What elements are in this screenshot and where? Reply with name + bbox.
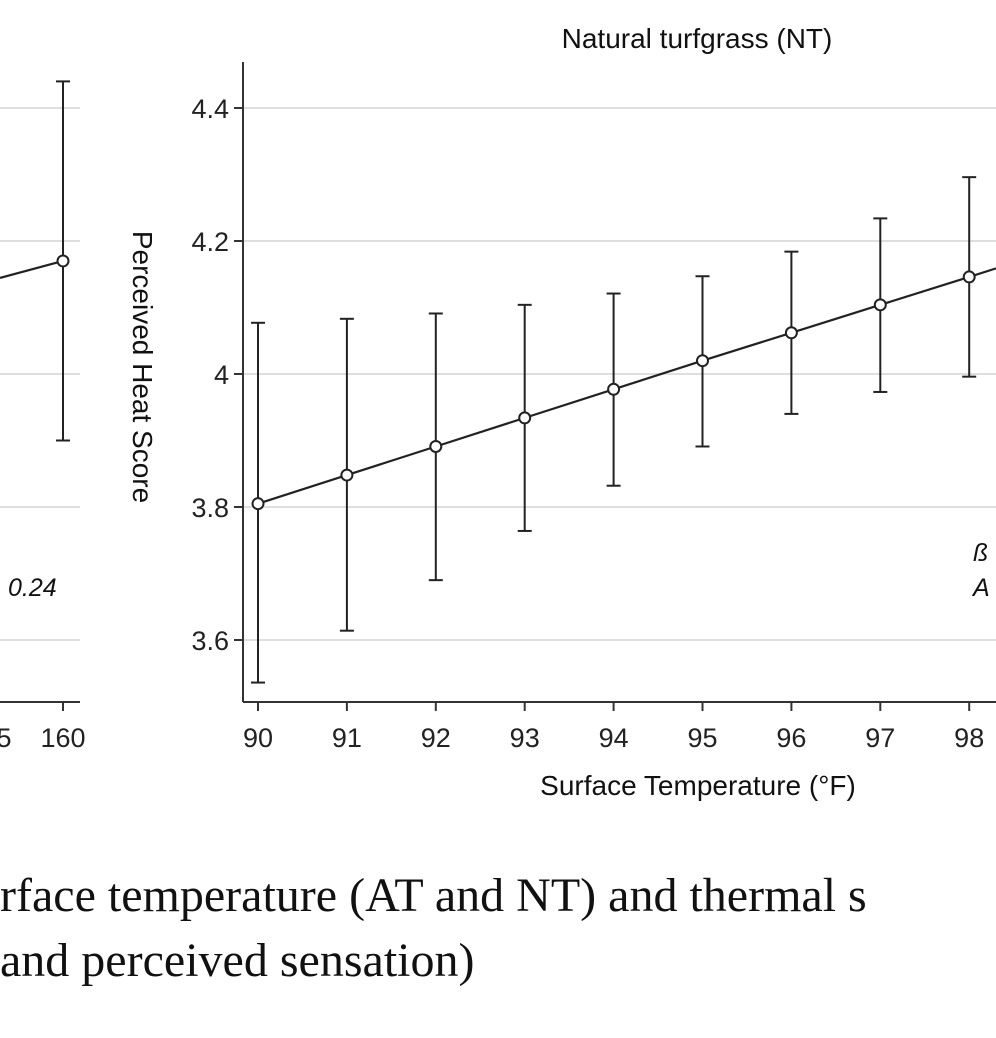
left-series-line [0,261,63,278]
nt-x-tick-label-7: 97 [865,723,895,753]
nt-point-7 [875,299,886,310]
nt-x-tick-label-2: 92 [421,723,451,753]
left-panel: 160 5 0.24 [0,81,86,753]
left-annotation: 0.24 [8,574,57,602]
nt-point-2 [430,441,441,452]
nt-point-5 [697,355,708,366]
nt-x-tick-label-0: 90 [243,723,273,753]
nt-x-axis-label: Surface Temperature (°F) [540,770,856,801]
nt-point-8 [964,271,975,282]
nt-y-tick-label-1: 3.8 [191,493,229,523]
nt-chart-title: Natural turfgrass (NT) [562,23,833,54]
nt-x-tick-label-4: 94 [599,723,629,753]
nt-y-axis-label: Perceived Heat Score [127,231,158,503]
nt-y-tick-label-0: 3.6 [191,626,229,656]
left-point [58,255,69,266]
caption-line-2: and perceived sensation) [0,932,996,990]
nt-point-1 [341,470,352,481]
nt-annotation-a: A [971,574,990,602]
nt-y-tick-label-2: 4 [214,360,229,390]
caption-line-1: rface temperature (AT and NT) and therma… [0,867,996,925]
nt-x-tick-label-5: 95 [687,723,717,753]
nt-y-tick-label-3: 4.2 [191,227,229,257]
nt-x-tick-label-3: 93 [510,723,540,753]
nt-x-tick-label-6: 96 [776,723,806,753]
left-x-tick-label-160: 160 [40,723,85,753]
nt-x-tick-label-1: 91 [332,723,362,753]
left-x-tick-label-partial: 5 [0,723,12,753]
nt-x-tick-label-8: 98 [954,723,984,753]
nt-point-0 [253,498,264,509]
nt-point-4 [608,384,619,395]
nt-point-6 [786,327,797,338]
nt-panel: Natural turfgrass (NT) Surface Temperatu… [127,23,996,801]
nt-annotation-beta: ß [973,539,988,567]
nt-point-3 [519,412,530,423]
nt-y-tick-label-4: 4.4 [191,94,229,124]
